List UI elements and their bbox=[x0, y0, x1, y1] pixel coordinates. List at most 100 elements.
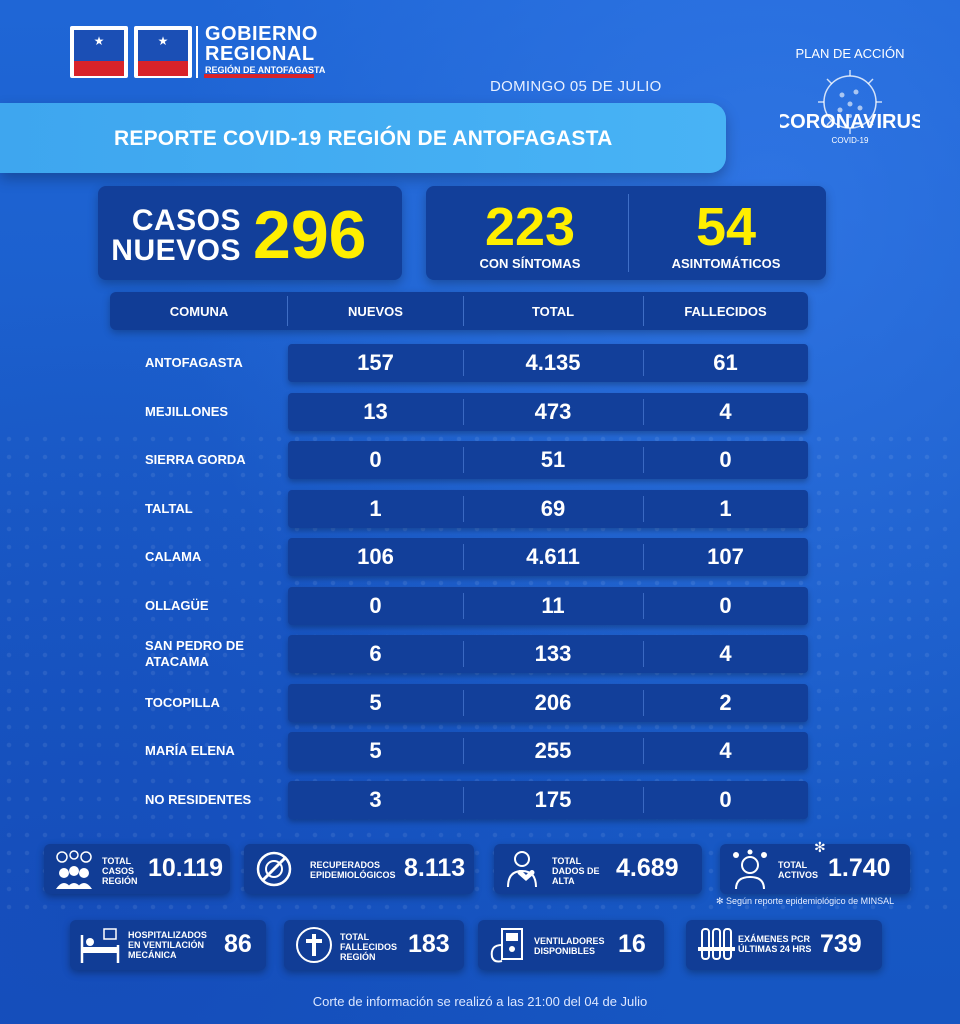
stat-activos-value: 1.740 bbox=[828, 854, 891, 882]
nuevos-value: 6 bbox=[369, 641, 382, 666]
table-row: MEJILLONES 13 473 4 bbox=[110, 393, 808, 431]
comuna-name: ANTOFAGASTA bbox=[145, 355, 243, 370]
fallecidos-value: 4 bbox=[719, 399, 732, 424]
footer-note: Corte de información se realizó a las 21… bbox=[312, 994, 648, 1009]
ventilator-icon bbox=[490, 928, 523, 963]
nuevos-value: 5 bbox=[369, 738, 382, 763]
hospital-bed-icon bbox=[80, 928, 120, 963]
svg-text:CORONAVIRUS: CORONAVIRUS bbox=[780, 111, 920, 133]
stat-fallecidos-value: 183 bbox=[408, 930, 450, 958]
casos-nuevos-label: CASOS NUEVOS bbox=[111, 204, 241, 267]
table-row: SIERRA GORDA 0 51 0 bbox=[110, 441, 808, 479]
total-value: 133 bbox=[534, 641, 572, 666]
page-title: REPORTE COVID-19 REGIÓN DE ANTOFAGASTA bbox=[114, 127, 613, 150]
casos-nuevos-panel bbox=[98, 186, 402, 280]
person-virus-icon bbox=[733, 849, 767, 889]
brand-red-line bbox=[204, 74, 314, 78]
nuevos-value: 0 bbox=[369, 447, 382, 472]
stat-total-casos: TOTAL CASOS REGIÓN 10.119 bbox=[44, 844, 230, 894]
patient-heart-icon bbox=[507, 851, 537, 888]
fallecidos-value: 0 bbox=[719, 787, 732, 812]
total-value: 175 bbox=[534, 787, 572, 812]
asintomaticos-value: 54 bbox=[695, 197, 757, 257]
col-fallecidos: FALLECIDOS bbox=[684, 304, 767, 319]
stat-dados-alta-value: 4.689 bbox=[616, 854, 679, 882]
sintomas-panel bbox=[426, 186, 826, 280]
col-total: TOTAL bbox=[531, 304, 575, 319]
total-value: 4.611 bbox=[526, 544, 580, 569]
comuna-name: CALAMA bbox=[145, 549, 202, 564]
nuevos-value: 157 bbox=[357, 350, 394, 375]
panel-divider bbox=[628, 194, 629, 272]
asterisk-mark: ✻ bbox=[814, 840, 826, 856]
virus-crossed-icon bbox=[256, 851, 292, 887]
stat-activos: TOTAL ACTIVOS 1.740 bbox=[720, 844, 910, 894]
fallecidos-value: 2 bbox=[719, 690, 732, 715]
fallecidos-value: 0 bbox=[719, 447, 732, 472]
gobierno-regional-title: GOBIERNO REGIONAL REGIÓN DE ANTOFAGASTA bbox=[205, 23, 326, 75]
col-nuevos: NUEVOS bbox=[348, 304, 403, 319]
table-row: TALTAL 1 69 1 bbox=[110, 490, 808, 528]
stat-fallecidos: TOTAL FALLECIDOS REGIÓN 183 bbox=[284, 920, 464, 970]
stat-ventiladores: VENTILADORES DISPONIBLES 16 bbox=[478, 920, 664, 970]
comuna-name: NO RESIDENTES bbox=[145, 792, 252, 807]
casos-nuevos-value: 296 bbox=[253, 197, 367, 273]
nuevos-value: 5 bbox=[369, 690, 382, 715]
table-row: OLLAGÜE 0 11 0 bbox=[110, 587, 808, 625]
comuna-name: OLLAGÜE bbox=[145, 598, 209, 613]
people-virus-icon bbox=[56, 850, 92, 889]
fallecidos-value: 0 bbox=[719, 593, 732, 618]
stat-ventiladores-value: 16 bbox=[618, 930, 646, 958]
stat-recuperados-value: 8.113 bbox=[404, 854, 466, 882]
svg-text:COVID-19: COVID-19 bbox=[832, 136, 869, 145]
table-row: SAN PEDRO DE ATACAMA 6 133 4 bbox=[110, 635, 808, 673]
cross-icon bbox=[296, 927, 332, 963]
coronavirus-badge-icon: PLAN DE ACCIÓN CORONAVIRUS COVID-19 bbox=[780, 46, 920, 145]
gore-logo: ★ bbox=[70, 26, 128, 78]
table-row: TOCOPILLA 5 206 2 bbox=[110, 684, 808, 722]
table-row: ANTOFAGASTA 157 4.135 61 bbox=[110, 344, 808, 382]
stat-hospitalizados-value: 86 bbox=[224, 930, 252, 958]
col-comuna: COMUNA bbox=[169, 304, 229, 319]
total-value: 4.135 bbox=[525, 350, 581, 375]
stat-pcr: EXÁMENES PCR ÚLTIMAS 24 HRS 739 bbox=[686, 920, 882, 970]
total-value: 255 bbox=[534, 738, 572, 763]
comuna-name: MARÍA ELENA bbox=[145, 743, 235, 758]
sintomas-value: 223 bbox=[484, 197, 576, 257]
report-date: DOMINGO 05 DE JULIO bbox=[490, 78, 662, 95]
asintomaticos-label: ASINTOMÁTICOS bbox=[671, 256, 781, 271]
table-row: CALAMA 106 4.611 107 bbox=[110, 538, 808, 576]
fallecidos-value: 61 bbox=[713, 350, 738, 375]
nuevos-value: 13 bbox=[363, 399, 388, 424]
title-bar: REPORTE COVID-19 REGIÓN DE ANTOFAGASTA bbox=[0, 103, 726, 173]
stat-dados-alta: TOTAL DADOS DE ALTA 4.689 bbox=[494, 844, 702, 894]
fallecidos-value: 1 bbox=[719, 496, 732, 521]
nuevos-value: 3 bbox=[369, 787, 382, 812]
comuna-name: SAN PEDRO DE ATACAMA bbox=[145, 638, 244, 669]
total-value: 51 bbox=[540, 447, 566, 472]
stat-hospitalizados: HOSPITALIZADOS EN VENTILACIÓN MECÁNICA 8… bbox=[70, 920, 266, 970]
comuna-name: SIERRA GORDA bbox=[145, 452, 246, 467]
total-value: 473 bbox=[534, 399, 572, 424]
fallecidos-value: 4 bbox=[719, 641, 732, 666]
gobierno-chile-logo: ★ bbox=[134, 26, 192, 78]
comuna-name: TOCOPILLA bbox=[145, 695, 220, 710]
total-value: 11 bbox=[541, 593, 565, 618]
nuevos-value: 106 bbox=[357, 544, 394, 569]
svg-text:PLAN DE ACCIÓN: PLAN DE ACCIÓN bbox=[795, 46, 904, 61]
stat-recuperados: RECUPERADOS EPIDEMIOLÓGICOS 8.113 bbox=[244, 844, 474, 894]
total-value: 69 bbox=[540, 496, 566, 521]
fallecidos-value: 4 bbox=[719, 738, 732, 763]
table-row: NO RESIDENTES 3 175 0 bbox=[110, 781, 808, 819]
test-tubes-icon bbox=[698, 928, 735, 960]
stat-pcr-value: 739 bbox=[820, 930, 862, 958]
table-header: COMUNA NUEVOS TOTAL FALLECIDOS bbox=[110, 292, 808, 330]
sintomas-label: CON SÍNTOMAS bbox=[479, 256, 581, 271]
fallecidos-value: 107 bbox=[707, 544, 744, 569]
minsal-note: ✻ Según reporte epidemiológico de MINSAL bbox=[716, 896, 895, 906]
total-value: 206 bbox=[534, 690, 572, 715]
nuevos-value: 0 bbox=[369, 593, 382, 618]
comuna-name: TALTAL bbox=[145, 501, 193, 516]
nuevos-value: 1 bbox=[369, 496, 382, 521]
comuna-name: MEJILLONES bbox=[145, 404, 229, 419]
